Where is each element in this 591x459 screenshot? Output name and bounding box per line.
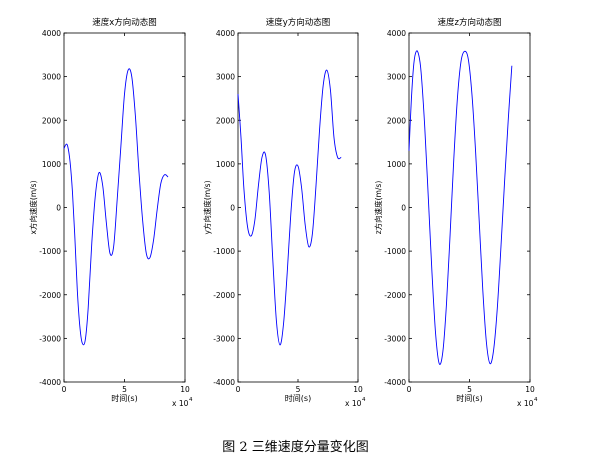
x-exponent-label: x 10: [172, 399, 189, 408]
y-axis-label: x方向速度(m/s): [28, 180, 38, 234]
y-tick-label: -1000: [213, 247, 235, 256]
x-tick-label: 5: [467, 385, 472, 394]
y-tick-label: 4000: [42, 29, 61, 38]
y-tick-label: -1000: [39, 247, 61, 256]
y-tick-label: -1000: [384, 247, 406, 256]
series-line: [63, 68, 169, 346]
chart-3: -4000 -3000 -2000 -1000 0 1000 2000 3000 4000 0 5 1…: [373, 17, 538, 408]
x-tick-label: 0: [62, 385, 67, 394]
x-exponent: 4: [189, 397, 193, 403]
x-tick-label: 5: [296, 385, 301, 394]
y-tick-label: 4000: [387, 29, 406, 38]
series-line: [237, 69, 342, 346]
y-tick-label: 3000: [42, 73, 61, 82]
x-tick-label: 0: [407, 385, 412, 394]
y-tick-label: 0: [56, 204, 61, 213]
y-tick-label: 4000: [216, 29, 235, 38]
x-tick-label: 10: [180, 385, 190, 394]
y-tick-label: -2000: [384, 291, 406, 300]
y-axis-label: z方向速度(m/s): [373, 181, 383, 235]
y-tick-label: -4000: [384, 378, 406, 387]
chart-title: 速度z方向动态图: [438, 17, 502, 28]
x-axis-label: 时间(s): [285, 393, 311, 403]
y-tick-label: 1000: [387, 160, 406, 169]
x-exponent: 4: [534, 397, 538, 403]
x-tick-label: 0: [236, 385, 241, 394]
y-tick-label: -2000: [213, 291, 235, 300]
y-tick-label: 3000: [387, 73, 406, 82]
x-exponent: 4: [362, 397, 366, 403]
plot-frame: [408, 32, 531, 383]
chart-title: 速度y方向动态图: [266, 17, 331, 28]
y-tick-label: 3000: [216, 73, 235, 82]
y-tick-label: 1000: [216, 160, 235, 169]
y-tick-label: 1000: [42, 160, 61, 169]
figure-caption: 图 2 三维速度分量变化图: [222, 440, 369, 455]
x-tick-label: 10: [525, 385, 535, 394]
chart-1: -4000 -3000 -2000 -1000 0 1000 2000 3000 4000 0 5 1…: [28, 17, 193, 408]
y-tick-label: 0: [401, 204, 406, 213]
y-axis-label: y方向速度(m/s): [202, 180, 212, 234]
x-exponent-label: x 10: [517, 399, 534, 408]
x-exponent-label: x 10: [345, 399, 362, 408]
plot-frame: [63, 32, 186, 383]
series-line: [408, 50, 513, 365]
y-tick-label: -3000: [384, 334, 406, 343]
y-tick-label: -4000: [213, 378, 235, 387]
y-tick-label: 2000: [216, 116, 235, 125]
y-tick-label: -4000: [39, 378, 61, 387]
y-tick-label: 2000: [387, 116, 406, 125]
y-tick-label: -2000: [39, 291, 61, 300]
y-tick-label: 0: [230, 204, 235, 213]
x-axis-label: 时间(s): [111, 393, 137, 403]
y-tick-label: -3000: [213, 334, 235, 343]
chart-title: 速度x方向动态图: [92, 17, 157, 28]
chart-2: -4000 -3000 -2000 -1000 0 1000 2000 3000 4000 0 5 1…: [202, 17, 366, 408]
y-tick-label: -3000: [39, 334, 61, 343]
x-tick-label: 10: [353, 385, 363, 394]
y-tick-label: 2000: [42, 116, 61, 125]
x-axis-label: 时间(s): [456, 393, 482, 403]
x-tick-label: 5: [122, 385, 127, 394]
